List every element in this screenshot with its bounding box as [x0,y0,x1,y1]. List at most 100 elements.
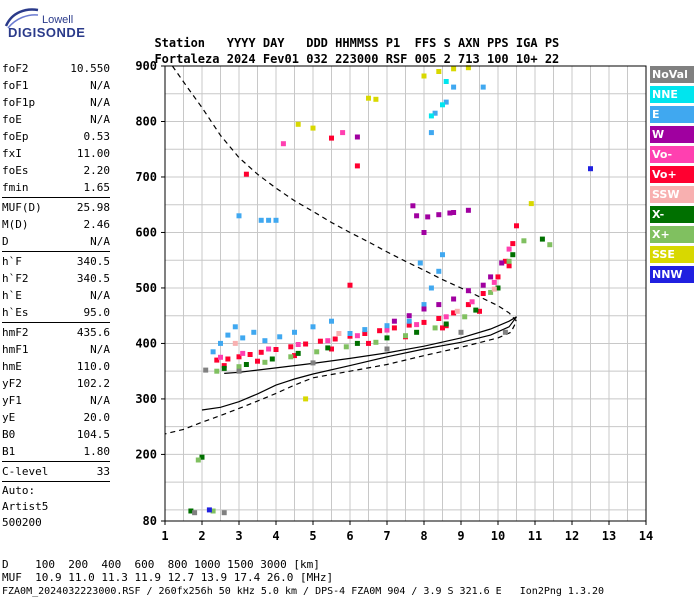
legend-item: W [650,126,694,143]
echo-point [232,340,238,346]
echo-point [218,340,223,346]
param-value: 33 [96,465,110,478]
x-tick-label: 10 [491,529,505,543]
param-separator [2,322,110,323]
param-row: h`E N/A [2,287,110,304]
param-row: B0 104.5 [2,426,110,443]
echo-point [262,338,268,344]
echo-point [303,396,309,402]
echo-point [195,457,201,463]
echo-point [236,368,242,374]
echo-point [347,282,353,288]
echo-point [391,318,397,324]
echo-point [310,360,316,366]
echo-point [510,252,516,258]
param-row: fmin 1.65 [2,179,110,196]
auto-version: 500200 [2,516,42,529]
param-label: B0 [2,428,16,441]
param-label: B1 [2,445,16,458]
echo-point [332,336,338,342]
val-ddd: 032 [306,52,328,66]
echo-point [240,350,246,356]
echo-point [436,302,442,308]
echo-point [443,79,449,84]
echo-point [277,334,283,340]
echo-point [436,69,442,74]
echo-point [255,358,260,364]
param-value: 1.65 [83,181,111,194]
echo-point [410,203,416,209]
logo-lowell: Lowell [42,14,74,26]
val-s: 2 [443,52,451,66]
val-yyyy: 2024 [226,52,256,66]
echo-point [414,322,420,328]
param-row: B1 1.80 [2,443,110,460]
echo-point [414,213,420,219]
echo-point [436,268,442,274]
param-label: hmF1 [2,343,29,356]
echo-point [406,322,412,328]
param-row: foEp 0.53 [2,128,110,145]
echo-point [403,333,408,339]
x-tick-label: 11 [528,529,542,543]
echo-point [436,212,442,218]
echo-point [432,110,438,116]
x-tick-label: 2 [198,529,205,543]
echo-point [451,66,457,72]
x-tick-label: 9 [457,529,464,543]
echo-point [421,319,427,325]
echo-point [443,314,449,320]
x-tick-label: 4 [272,529,279,543]
echo-point [447,210,453,216]
param-label: yF2 [2,377,22,390]
hdr-station: Station [154,36,206,50]
profile-lines [164,65,518,435]
param-row: h`F2 340.5 [2,270,110,287]
echo-point [210,349,216,355]
echo-point [203,367,209,373]
profile-dashed-line [164,65,518,435]
echo-point [292,353,297,359]
echo-point [465,65,471,71]
x-tick-label: 6 [346,529,353,543]
echo-point [440,252,445,258]
hdr-ddd: DDD [306,36,328,50]
echo-point [310,324,316,330]
hdr-s: S [443,36,451,50]
echo-point [295,350,301,356]
y-tick-labels: 80 200 300 400 500 600 700 800 900 [135,59,165,528]
footer-muf-values: 10.9 11.0 11.3 11.9 12.7 13.9 17.4 26.0 … [35,571,334,584]
echo-point [384,323,390,329]
echo-point [488,289,494,295]
echo-point [480,84,486,90]
echo-point [406,318,412,324]
echo-point [243,171,249,177]
echo-points [188,65,593,516]
y-tick-label: 700 [135,170,157,184]
echo-point [451,210,457,215]
param-row: hmF1 N/A [2,341,110,358]
legend-item: Vo- [650,146,694,163]
scaled-parameters-panel: foF2 10.550 foF1 N/A foF1p N/A foE N/A foEp 0.53 f… [2,60,110,531]
param-separator [2,461,110,462]
param-separator [2,251,110,252]
x-tick-labels: 1 2 3 4 5 6 7 8 9 10 11 12 13 14 [161,521,653,543]
param-value: N/A [90,79,110,92]
param-value: N/A [90,289,110,302]
echo-point [292,329,297,335]
x-tick-label: 5 [309,529,316,543]
param-row: MUF(D) 25.98 [2,199,110,216]
param-group-profile: hmF2 435.6 hmF1 N/A hmE 110.0 yF2 102.2 yF1 N/A yE… [2,324,110,460]
param-value: 340.5 [76,255,110,268]
param-value: 10.550 [70,62,110,75]
echo-point [425,214,431,220]
param-row: yE 20.0 [2,409,110,426]
param-row: yF2 102.2 [2,375,110,392]
val-station: Fortaleza [154,52,220,66]
y-tick-label: 200 [135,447,157,461]
param-label: M(D) [2,218,29,231]
param-row: h`Es 95.0 [2,304,110,321]
echo-point [266,217,272,223]
echo-point [240,335,246,341]
echo-point [480,291,486,296]
